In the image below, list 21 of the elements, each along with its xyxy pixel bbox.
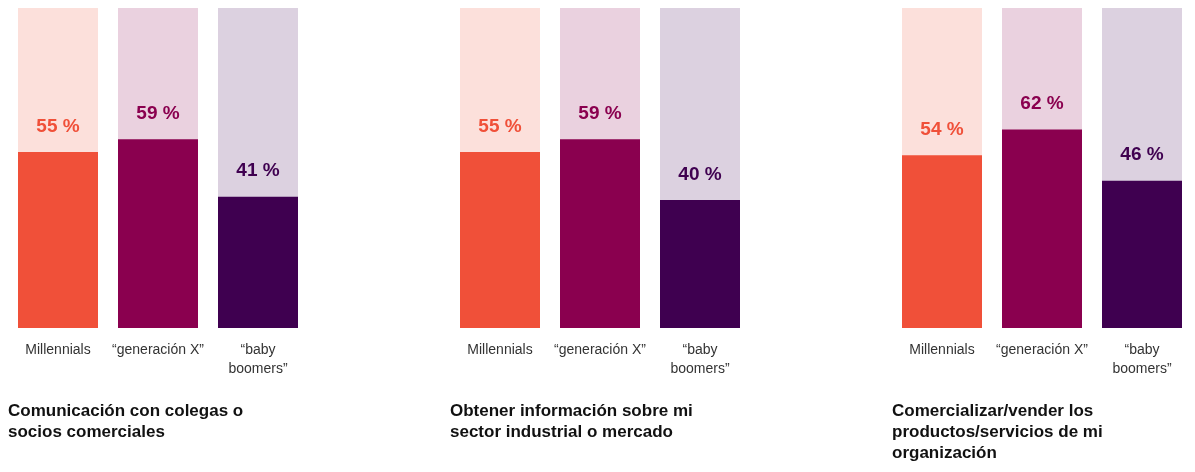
data-label: 41 % — [236, 159, 280, 181]
text: Comercializar/vender los productos/servicios de mi organización — [892, 400, 1104, 463]
x-tick-label: “generación X” — [554, 341, 647, 357]
x-tick-label: “generación X” — [112, 341, 205, 357]
x-tick-label: “baby boomers” — [1112, 341, 1172, 376]
data-label: 46 % — [1120, 143, 1164, 165]
x-tick-label: Millennials — [467, 341, 533, 357]
text: Comunicación con colegas o socios comerciales — [8, 400, 245, 442]
x-tick-label: Millennials — [909, 341, 975, 357]
x-tick-label: “baby boomers” — [670, 341, 730, 376]
data-label: 54 % — [920, 117, 964, 139]
data-label: 55 % — [36, 114, 80, 136]
text: Obtener información sobre mi sector industrial o mercado — [450, 400, 694, 442]
data-label: 62 % — [1020, 92, 1064, 114]
x-tick-label: “baby boomers” — [228, 341, 288, 376]
data-label: 59 % — [578, 101, 622, 123]
data-label: 40 % — [678, 162, 722, 184]
x-tick-label: Millennials — [25, 341, 91, 357]
x-tick-label: “generación X” — [996, 341, 1089, 357]
data-label: 55 % — [478, 114, 522, 136]
data-label: 59 % — [136, 101, 180, 123]
